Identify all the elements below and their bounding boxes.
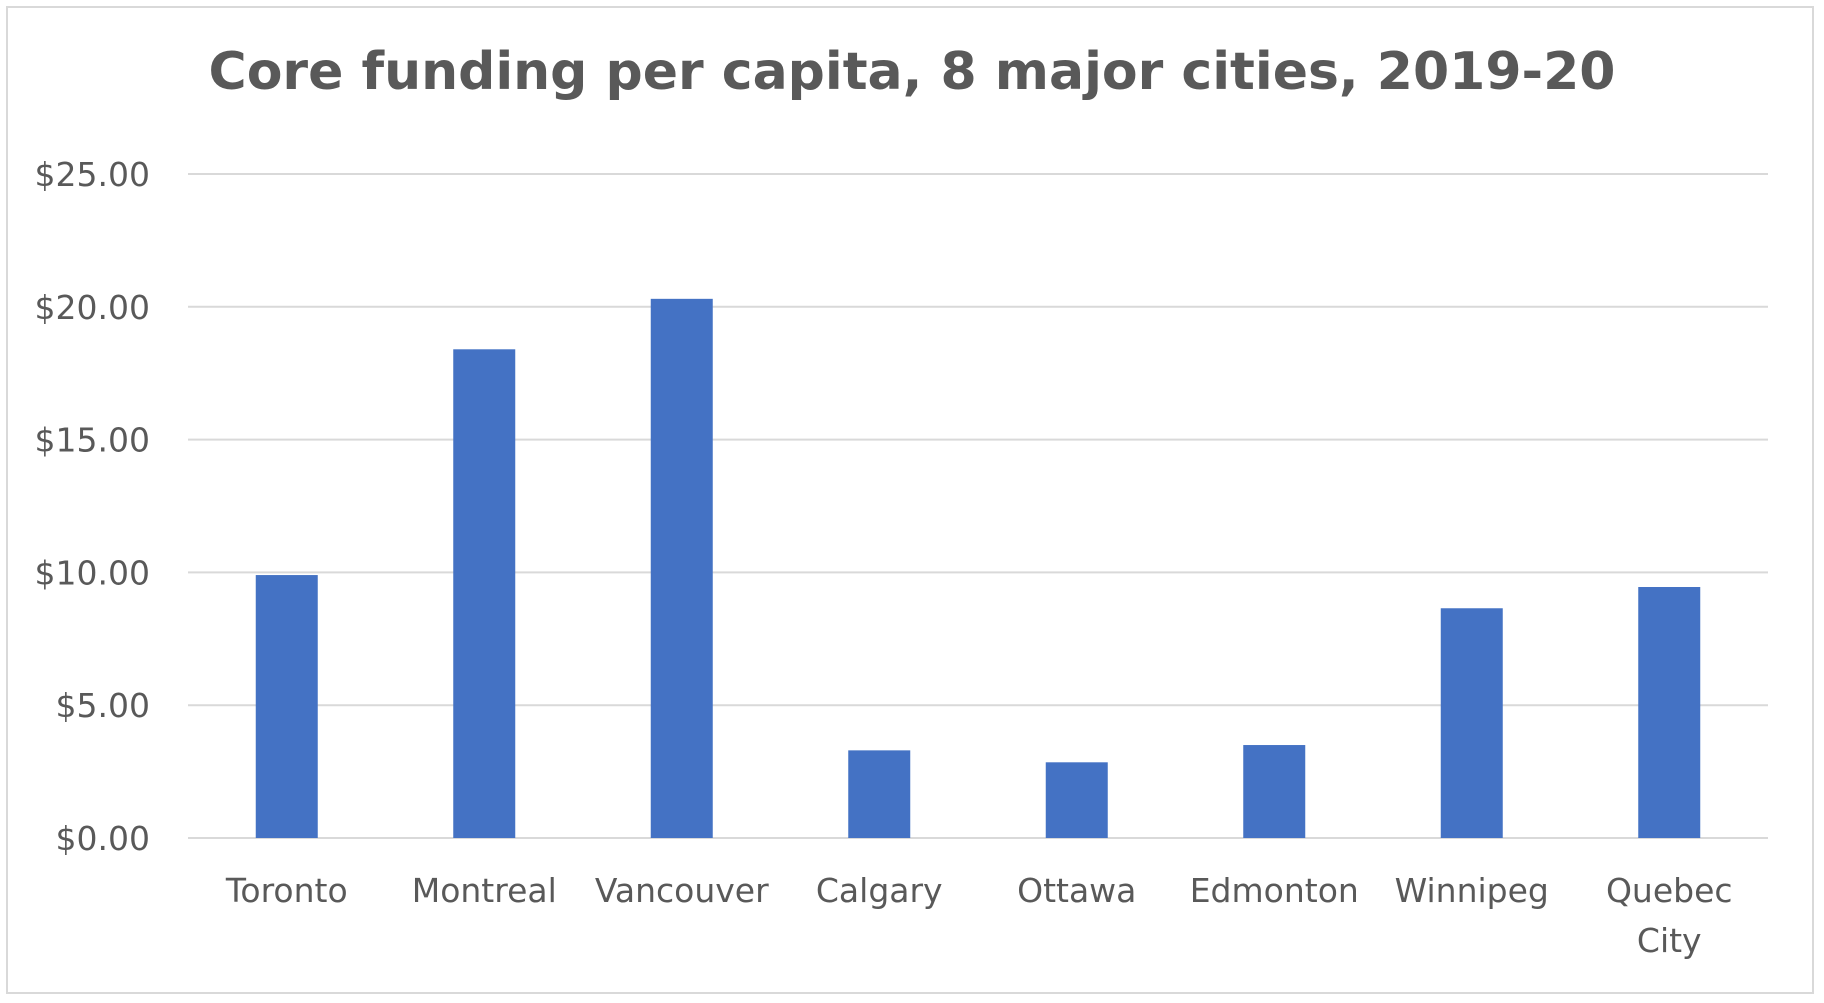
bar — [1440, 608, 1503, 838]
gridlines — [188, 173, 1768, 839]
bars — [255, 298, 1701, 838]
bar — [1243, 745, 1306, 838]
x-category-label: City — [1637, 921, 1702, 960]
x-axis-category-labels: Toronto Montreal Vancouver Calgary Ottawa Edm… — [225, 871, 1733, 960]
x-category-label: Montreal — [412, 871, 557, 910]
chart-title: Core funding per capita, 8 major cities,… — [208, 42, 1616, 102]
x-category-label: Edmonton — [1190, 871, 1359, 910]
x-category-label: Vancouver — [595, 871, 769, 910]
x-category-label: Quebec — [1606, 871, 1733, 910]
bar — [848, 750, 911, 838]
bar — [255, 575, 318, 838]
x-category-label: Calgary — [816, 871, 943, 910]
x-category-label: Ottawa — [1017, 871, 1136, 910]
y-tick-label: $0.00 — [56, 819, 150, 858]
y-tick-label: $15.00 — [35, 421, 150, 460]
bar — [1638, 587, 1701, 838]
bar — [650, 298, 713, 838]
x-category-label: Toronto — [225, 871, 348, 910]
y-tick-label: $20.00 — [35, 288, 150, 327]
bar — [453, 349, 516, 838]
y-axis-tick-labels: $0.00 $5.00 $10.00 $15.00 $20.00 $25.00 — [35, 155, 150, 858]
x-category-label: Winnipeg — [1395, 871, 1549, 910]
y-tick-label: $5.00 — [56, 686, 150, 725]
y-tick-label: $25.00 — [35, 155, 150, 194]
bar — [1045, 762, 1108, 838]
y-tick-label: $10.00 — [35, 553, 150, 592]
